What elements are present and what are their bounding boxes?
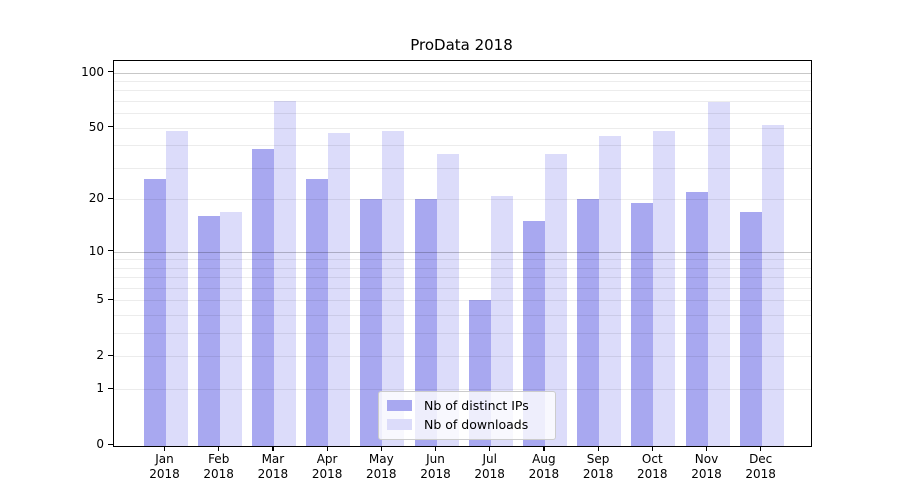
- gridline: [114, 90, 811, 92]
- x-tick-label: Apr 2018: [311, 452, 343, 481]
- gridline: [114, 72, 811, 74]
- x-tick: [218, 446, 220, 451]
- gridline: [114, 251, 811, 253]
- gridline: [114, 167, 811, 169]
- legend: Nb of distinct IPs Nb of downloads: [378, 391, 556, 440]
- bar-downloads-apr: [328, 132, 351, 446]
- bar-distinct-ips-apr: [306, 179, 329, 446]
- x-tick: [543, 446, 545, 451]
- x-tick: [651, 446, 653, 451]
- bar-downloads-jun: [436, 153, 459, 446]
- y-tick: [108, 126, 113, 128]
- y-tick: [108, 443, 113, 445]
- bar-downloads-mar: [273, 101, 296, 446]
- x-tick: [706, 446, 708, 451]
- bar-downloads-dec: [761, 124, 784, 446]
- gridline: [114, 315, 811, 317]
- bar-distinct-ips-nov: [685, 191, 708, 446]
- gridline: [114, 81, 811, 82]
- x-tick-label: Aug 2018: [528, 452, 560, 481]
- gridline: [114, 277, 811, 279]
- x-tick-label: May 2018: [366, 452, 397, 481]
- y-tick: [108, 197, 113, 200]
- x-tick: [597, 446, 599, 451]
- x-tick: [164, 446, 166, 451]
- x-tick-label: Jan 2018: [149, 452, 180, 481]
- plot-area: [113, 60, 812, 447]
- gridline: [114, 199, 811, 201]
- gridline: [114, 287, 811, 289]
- x-tick-label: Sep 2018: [582, 452, 614, 481]
- x-tick: [326, 446, 328, 451]
- bar-downloads-aug: [544, 153, 567, 446]
- x-tick-label: Jul 2018: [474, 452, 505, 481]
- bar-distinct-ips-dec: [739, 211, 762, 446]
- legend-row: Nb of distinct IPs: [387, 398, 545, 413]
- y-tick: [108, 387, 113, 389]
- gridline: [114, 356, 811, 358]
- bar-distinct-ips-aug: [522, 221, 545, 446]
- legend-swatch-downloads: [387, 419, 412, 430]
- bar-downloads-jan: [165, 130, 188, 446]
- x-tick-label: Jun 2018: [420, 452, 451, 481]
- y-tick-label: 100: [81, 64, 104, 79]
- gridline: [114, 101, 811, 103]
- x-tick-label: Mar 2018: [257, 452, 289, 481]
- gridline: [114, 389, 811, 391]
- bar-downloads-oct: [653, 130, 676, 446]
- gridline: [114, 267, 811, 269]
- bar-distinct-ips-may: [360, 199, 383, 446]
- x-tick: [435, 446, 437, 451]
- x-tick-label: Nov 2018: [691, 452, 722, 481]
- chart-title: ProData 2018: [410, 36, 513, 54]
- bar-distinct-ips-jan: [143, 179, 166, 446]
- y-tick: [108, 250, 113, 252]
- gridline: [114, 127, 811, 129]
- gridline: [114, 259, 811, 261]
- gridline: [114, 145, 811, 147]
- bar-downloads-jul: [490, 195, 513, 446]
- y-tick-label: 20: [88, 191, 104, 206]
- bar-distinct-ips-oct: [631, 203, 654, 446]
- bar-distinct-ips-feb: [197, 216, 220, 446]
- y-tick: [108, 298, 113, 301]
- x-tick-label: Feb 2018: [203, 452, 234, 481]
- legend-swatch-distinct-ips: [387, 400, 412, 411]
- x-tick-label: Oct 2018: [637, 452, 668, 481]
- gridline: [114, 333, 811, 335]
- bar-distinct-ips-jun: [414, 199, 437, 446]
- x-tick: [760, 446, 762, 451]
- bar-distinct-ips-mar: [251, 149, 274, 446]
- bar-downloads-feb: [219, 211, 242, 446]
- y-tick-label: 1: [96, 381, 104, 396]
- y-tick: [108, 354, 113, 357]
- legend-label-downloads: Nb of downloads: [424, 417, 529, 432]
- bar-downloads-may: [382, 130, 405, 446]
- bar-downloads-nov: [707, 102, 730, 446]
- gridline: [114, 113, 811, 115]
- bar-distinct-ips-sep: [577, 199, 600, 446]
- gridline: [114, 300, 811, 302]
- legend-row: Nb of downloads: [387, 417, 545, 432]
- y-tick-label: 10: [88, 243, 104, 258]
- bar-downloads-sep: [599, 136, 622, 446]
- y-tick-label: 2: [96, 348, 104, 363]
- x-tick: [489, 446, 491, 451]
- y-tick-label: 0: [96, 437, 104, 451]
- x-tick-label: Dec 2018: [745, 452, 776, 481]
- x-tick: [272, 446, 274, 451]
- x-tick: [380, 446, 382, 451]
- y-tick-label: 5: [96, 292, 104, 307]
- y-tick: [108, 71, 113, 73]
- y-tick-label: 50: [88, 119, 104, 134]
- legend-label-distinct-ips: Nb of distinct IPs: [424, 398, 529, 413]
